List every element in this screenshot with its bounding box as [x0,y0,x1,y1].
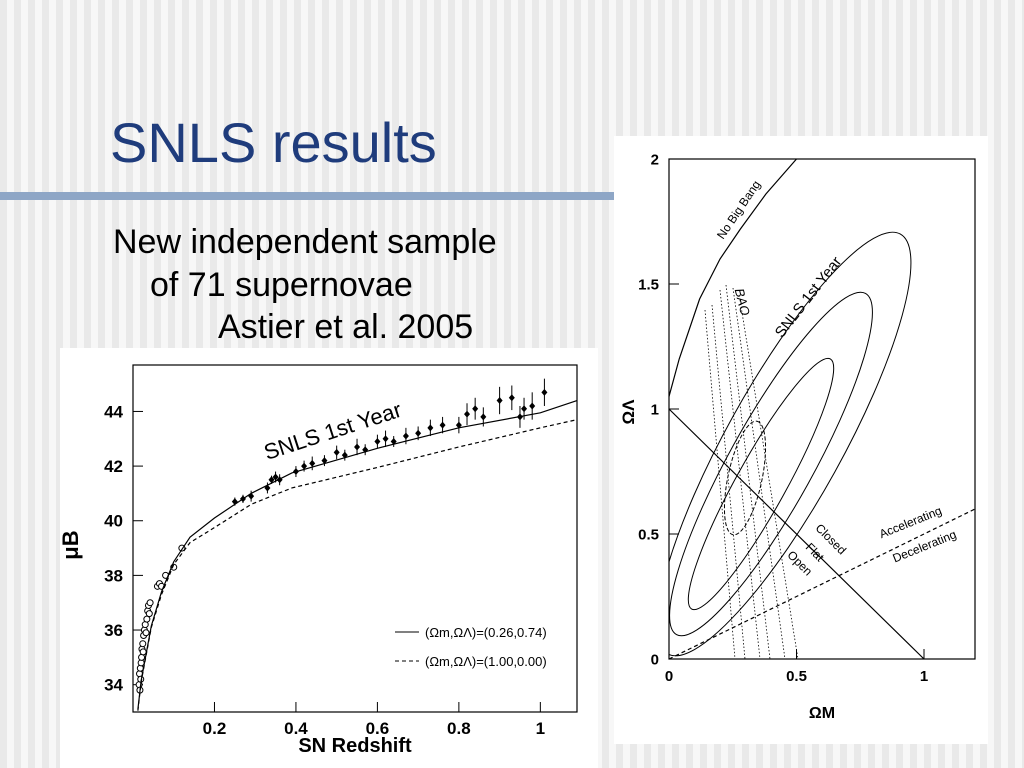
point [333,448,340,456]
point [472,405,479,413]
point [309,459,316,467]
chart-panel [614,136,988,744]
point [145,610,153,618]
point [301,462,308,470]
point [496,397,503,405]
point [139,648,147,656]
combined-contour [723,420,767,536]
y-tick-label: 2 [651,151,659,168]
point [480,413,487,421]
chart-panel [60,348,598,768]
x-tick-label: 0.4 [284,719,308,738]
point [541,388,548,396]
x-tick-label: 0.6 [366,719,390,738]
point [146,599,154,607]
point [402,432,409,440]
x-tick-label: 0.2 [203,719,227,738]
x-tick-label: 0 [665,668,673,685]
point [268,476,275,484]
y-tick-label: 44 [104,402,123,421]
contours [669,231,912,659]
point [415,429,422,437]
curve [668,508,976,660]
y-tick-label: 0.5 [638,526,659,543]
curve [668,408,925,660]
point [272,473,279,481]
point [354,443,361,451]
point [464,410,471,418]
point [427,424,434,432]
point [508,394,515,402]
y-tick-label: 1.5 [638,276,659,293]
point [529,402,536,410]
x-tick-label: 1 [920,668,928,685]
contour [669,291,873,637]
y-tick-label: 42 [104,457,123,476]
title-bar [0,192,615,200]
curve [668,158,797,397]
x-tick-label: 0.5 [786,668,807,685]
point [142,629,150,637]
contour [687,357,835,611]
point [521,405,528,413]
x-tick-label: 1 [536,719,545,738]
point [374,438,381,446]
y-tick-label: 1 [651,401,659,418]
annotation: BAO [732,287,753,317]
point [455,421,462,429]
y-axis-label: μB [58,530,83,559]
y-tick-label: 40 [104,512,123,531]
slide-title: SNLS results [110,111,437,174]
y-tick-label: 38 [104,566,123,585]
x-axis-label: ΩM [809,705,835,722]
point [382,435,389,443]
body-text: of 71 supernovae [150,266,413,304]
legend-label: (Ωm,ΩΛ)=(1.00,0.00) [425,654,547,669]
x-tick-label: 0.8 [447,719,471,738]
y-axis-label: ΩΛ [619,399,638,425]
body-text: New independent sample [113,223,497,261]
legend-label: (Ωm,ΩΛ)=(0.26,0.74) [425,625,547,640]
bao-band [704,284,799,659]
point [439,421,446,429]
y-tick-label: 36 [104,621,123,640]
x-axis-label: SN Redshift [298,735,412,757]
point [139,640,147,648]
plot-frame [132,364,578,713]
body-text: Astier et al. 2005 [218,308,473,346]
curve [137,419,578,711]
y-tick-label: 34 [104,676,123,695]
y-tick-label: 0 [651,651,659,668]
point [321,457,328,465]
